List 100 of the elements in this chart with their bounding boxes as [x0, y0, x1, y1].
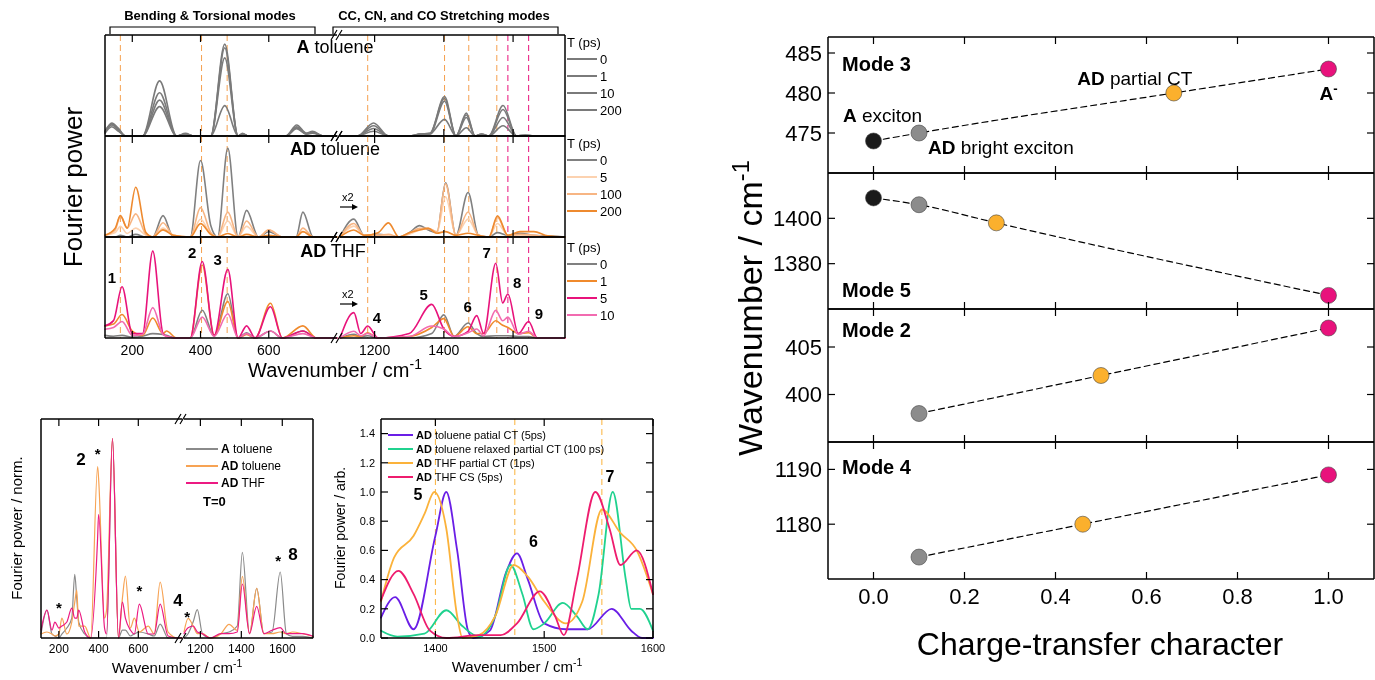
y-tick-label: 0.6 — [359, 544, 375, 557]
text: CC, CN, and CO Stretching modes — [338, 8, 550, 23]
annotation: 1 — [107, 268, 117, 286]
y-tick-label: 1.2 — [359, 456, 375, 469]
text: Mode 5 — [842, 279, 911, 301]
annotation: A$^{-}$ — [1319, 80, 1338, 104]
y-axis-title: Fourier power / norm. — [8, 456, 25, 600]
x-tick-label: 1200 — [187, 642, 215, 656]
legend-label: AD THF CS (5ps) — [416, 470, 503, 483]
x-tick-label: 400 — [188, 342, 213, 358]
chart-title: AD toluene — [289, 139, 381, 159]
x-tick-label: 600 — [257, 342, 281, 358]
legend-label: 1 — [600, 68, 608, 84]
y-tick-label: 405 — [785, 334, 822, 360]
y-tick-label: 1400 — [773, 206, 822, 232]
text: Mode 2 — [842, 319, 911, 341]
annotation: AD partial CT — [1077, 68, 1193, 89]
annotation: 5 — [413, 486, 423, 503]
annotation: AD bright exciton — [928, 137, 1074, 158]
annotation: 6 — [463, 297, 472, 315]
legend-label: AD toluene relaxed partial CT (100 ps) — [416, 442, 605, 455]
y-tick-label: 1.4 — [359, 427, 375, 440]
y-axis-title: Fourier power / arb. — [332, 466, 348, 590]
text: T=0 — [203, 494, 226, 509]
y-tick-label: 0.0 — [359, 631, 375, 644]
x-tick-label: 0.6 — [1131, 584, 1162, 609]
y-tick-label: 480 — [785, 80, 822, 106]
y-tick-label: 1190 — [774, 457, 822, 483]
x-tick-label: 1600 — [640, 642, 666, 654]
x-tick-label: 400 — [88, 642, 109, 656]
annotation: A exciton — [842, 105, 923, 126]
x-axis-title: Charge-transfer character — [916, 626, 1284, 662]
annotation: 8 — [512, 273, 522, 291]
legend-label: 200 — [600, 102, 622, 118]
x-tick-label: 0.2 — [949, 584, 980, 609]
y-axis-title: Fourier power — [58, 106, 88, 268]
x-tick-label: 1600 — [268, 642, 296, 656]
annotation: * — [275, 552, 282, 570]
y-tick-label: 0.4 — [359, 573, 375, 586]
x-tick-label: 0.8 — [1222, 584, 1253, 609]
legend-label: 100 — [600, 186, 622, 202]
x-tick-label: 1400 — [428, 342, 460, 358]
annotation: x2 — [342, 288, 354, 300]
x-tick-label: 600 — [128, 642, 149, 656]
legend-label: AD THF — [221, 476, 265, 491]
legend-label: 200 — [600, 203, 622, 219]
annotation: 6 — [529, 533, 538, 551]
legend-label: 10 — [600, 85, 615, 101]
legend-title: T (ps) — [567, 34, 601, 50]
annotation: 8 — [288, 545, 298, 565]
annotation: 5 — [419, 286, 428, 304]
x-tick-label: 1200 — [359, 342, 391, 358]
text: Bending & Torsional modes — [124, 8, 296, 23]
legend-title: T (ps) — [567, 135, 601, 151]
y-tick-label: 1.0 — [359, 485, 375, 498]
x-tick-label: 0.4 — [1040, 584, 1071, 609]
annotation: * — [136, 582, 143, 600]
annotation: 9 — [534, 304, 543, 322]
text: Mode 4 — [842, 456, 912, 478]
annotation: * — [184, 607, 191, 625]
y-tick-label: 485 — [785, 40, 822, 66]
x-axis-title: Wavenumber / cm$^{-1}$ — [451, 656, 583, 675]
y-tick-label: 400 — [785, 382, 822, 408]
annotation: 4 — [173, 591, 184, 611]
legend-label: 10 — [600, 307, 615, 323]
annotation: x2 — [342, 191, 354, 203]
legend-label: AD toluene patial CT (5ps) — [416, 428, 547, 441]
x-tick-label: 200 — [120, 342, 145, 358]
text: Mode 3 — [842, 53, 911, 75]
x-tick-label: 1500 — [531, 642, 557, 654]
chart-title: AD THF — [300, 241, 366, 261]
annotation: * — [94, 444, 101, 462]
x-axis-title: Wavenumber / cm$^{-1}$ — [111, 657, 243, 676]
x-tick-label: 200 — [48, 642, 70, 656]
y-tick-label: 1180 — [774, 511, 822, 537]
y-tick-label: 0.8 — [359, 515, 375, 528]
legend-label: 5 — [600, 169, 608, 185]
legend-label: AD THF partial CT (1ps) — [416, 456, 535, 469]
legend-label: 0 — [600, 256, 608, 272]
x-axis-title: Wavenumber / cm$^{-1}$ — [248, 356, 423, 381]
annotation: 4 — [372, 309, 382, 327]
annotation: 7 — [482, 244, 491, 262]
x-tick-label: 1400 — [227, 642, 255, 656]
x-tick-label: 1400 — [423, 642, 448, 654]
legend-label: 1 — [600, 273, 608, 289]
legend-label: AD toluene — [221, 459, 282, 474]
annotation: 2 — [76, 449, 86, 469]
legend-label: A toluene — [221, 442, 273, 457]
y-tick-label: 475 — [785, 120, 822, 146]
x-tick-label: 0.0 — [858, 584, 889, 609]
x-tick-label: 1.0 — [1313, 584, 1344, 609]
annotation: 3 — [213, 251, 222, 269]
legend-title: T (ps) — [567, 239, 601, 255]
legend-label: 0 — [600, 152, 608, 168]
legend-label: 5 — [600, 290, 608, 306]
y-tick-label: 1380 — [773, 251, 822, 277]
legend-label: 0 — [600, 51, 608, 67]
annotation: * — [55, 599, 62, 617]
annotation: 2 — [187, 243, 197, 261]
x-tick-label: 1600 — [497, 342, 529, 358]
